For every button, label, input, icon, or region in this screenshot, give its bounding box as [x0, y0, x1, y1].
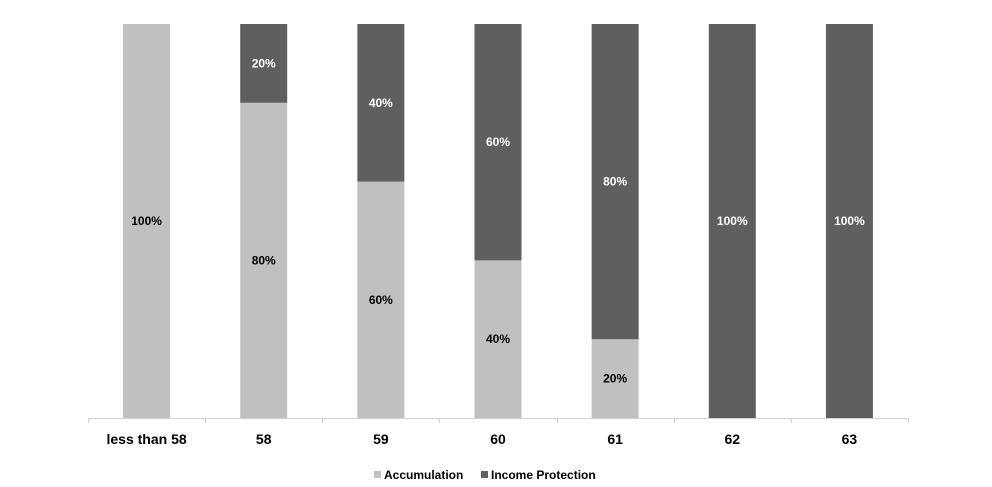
data-label: 60%: [369, 293, 393, 307]
bar-income-protection-3: [474, 24, 522, 261]
bars-group: 100% 80% 20% 60% 40% 40% 60% 20% 80% 100% 100%: [123, 24, 873, 419]
x-tick-label: 60: [490, 431, 506, 447]
x-tick-label: less than 58: [106, 431, 186, 447]
bar-accumulation-3: [474, 260, 522, 418]
bar-income-protection-6: [825, 24, 873, 418]
legend-swatch-accumulation: [374, 471, 381, 478]
data-label: 100%: [717, 214, 748, 228]
x-tick-label: 59: [373, 431, 389, 447]
legend-label-income-protection: Income Protection: [491, 468, 596, 482]
bar-accumulation-1: [240, 102, 288, 419]
bar-income-protection-4: [591, 24, 639, 340]
x-tick-label: 63: [842, 431, 858, 447]
legend: Accumulation Income Protection: [374, 468, 596, 482]
data-label: 40%: [369, 96, 393, 110]
data-label: 60%: [486, 135, 510, 149]
bar-income-protection-1: [240, 24, 288, 103]
x-tick-label: 62: [724, 431, 740, 447]
data-label: 20%: [603, 372, 627, 386]
x-tick-label: 58: [256, 431, 272, 447]
bar-income-protection-5: [708, 24, 756, 418]
bar-accumulation-4: [591, 339, 639, 418]
bar-income-protection-2: [357, 24, 405, 182]
x-axis: less than 58 58 59 60 61 62 63: [88, 418, 909, 447]
legend-swatch-income-protection: [481, 471, 488, 478]
data-label: 100%: [834, 214, 865, 228]
bar-accumulation-0: [123, 24, 171, 418]
data-label: 80%: [252, 253, 276, 267]
data-label: 100%: [131, 214, 162, 228]
x-tick-label: 61: [607, 431, 623, 447]
data-label: 20%: [252, 56, 276, 70]
data-label: 80%: [603, 175, 627, 189]
bar-accumulation-2: [357, 181, 405, 418]
data-label: 40%: [486, 332, 510, 346]
legend-label-accumulation: Accumulation: [384, 468, 463, 482]
